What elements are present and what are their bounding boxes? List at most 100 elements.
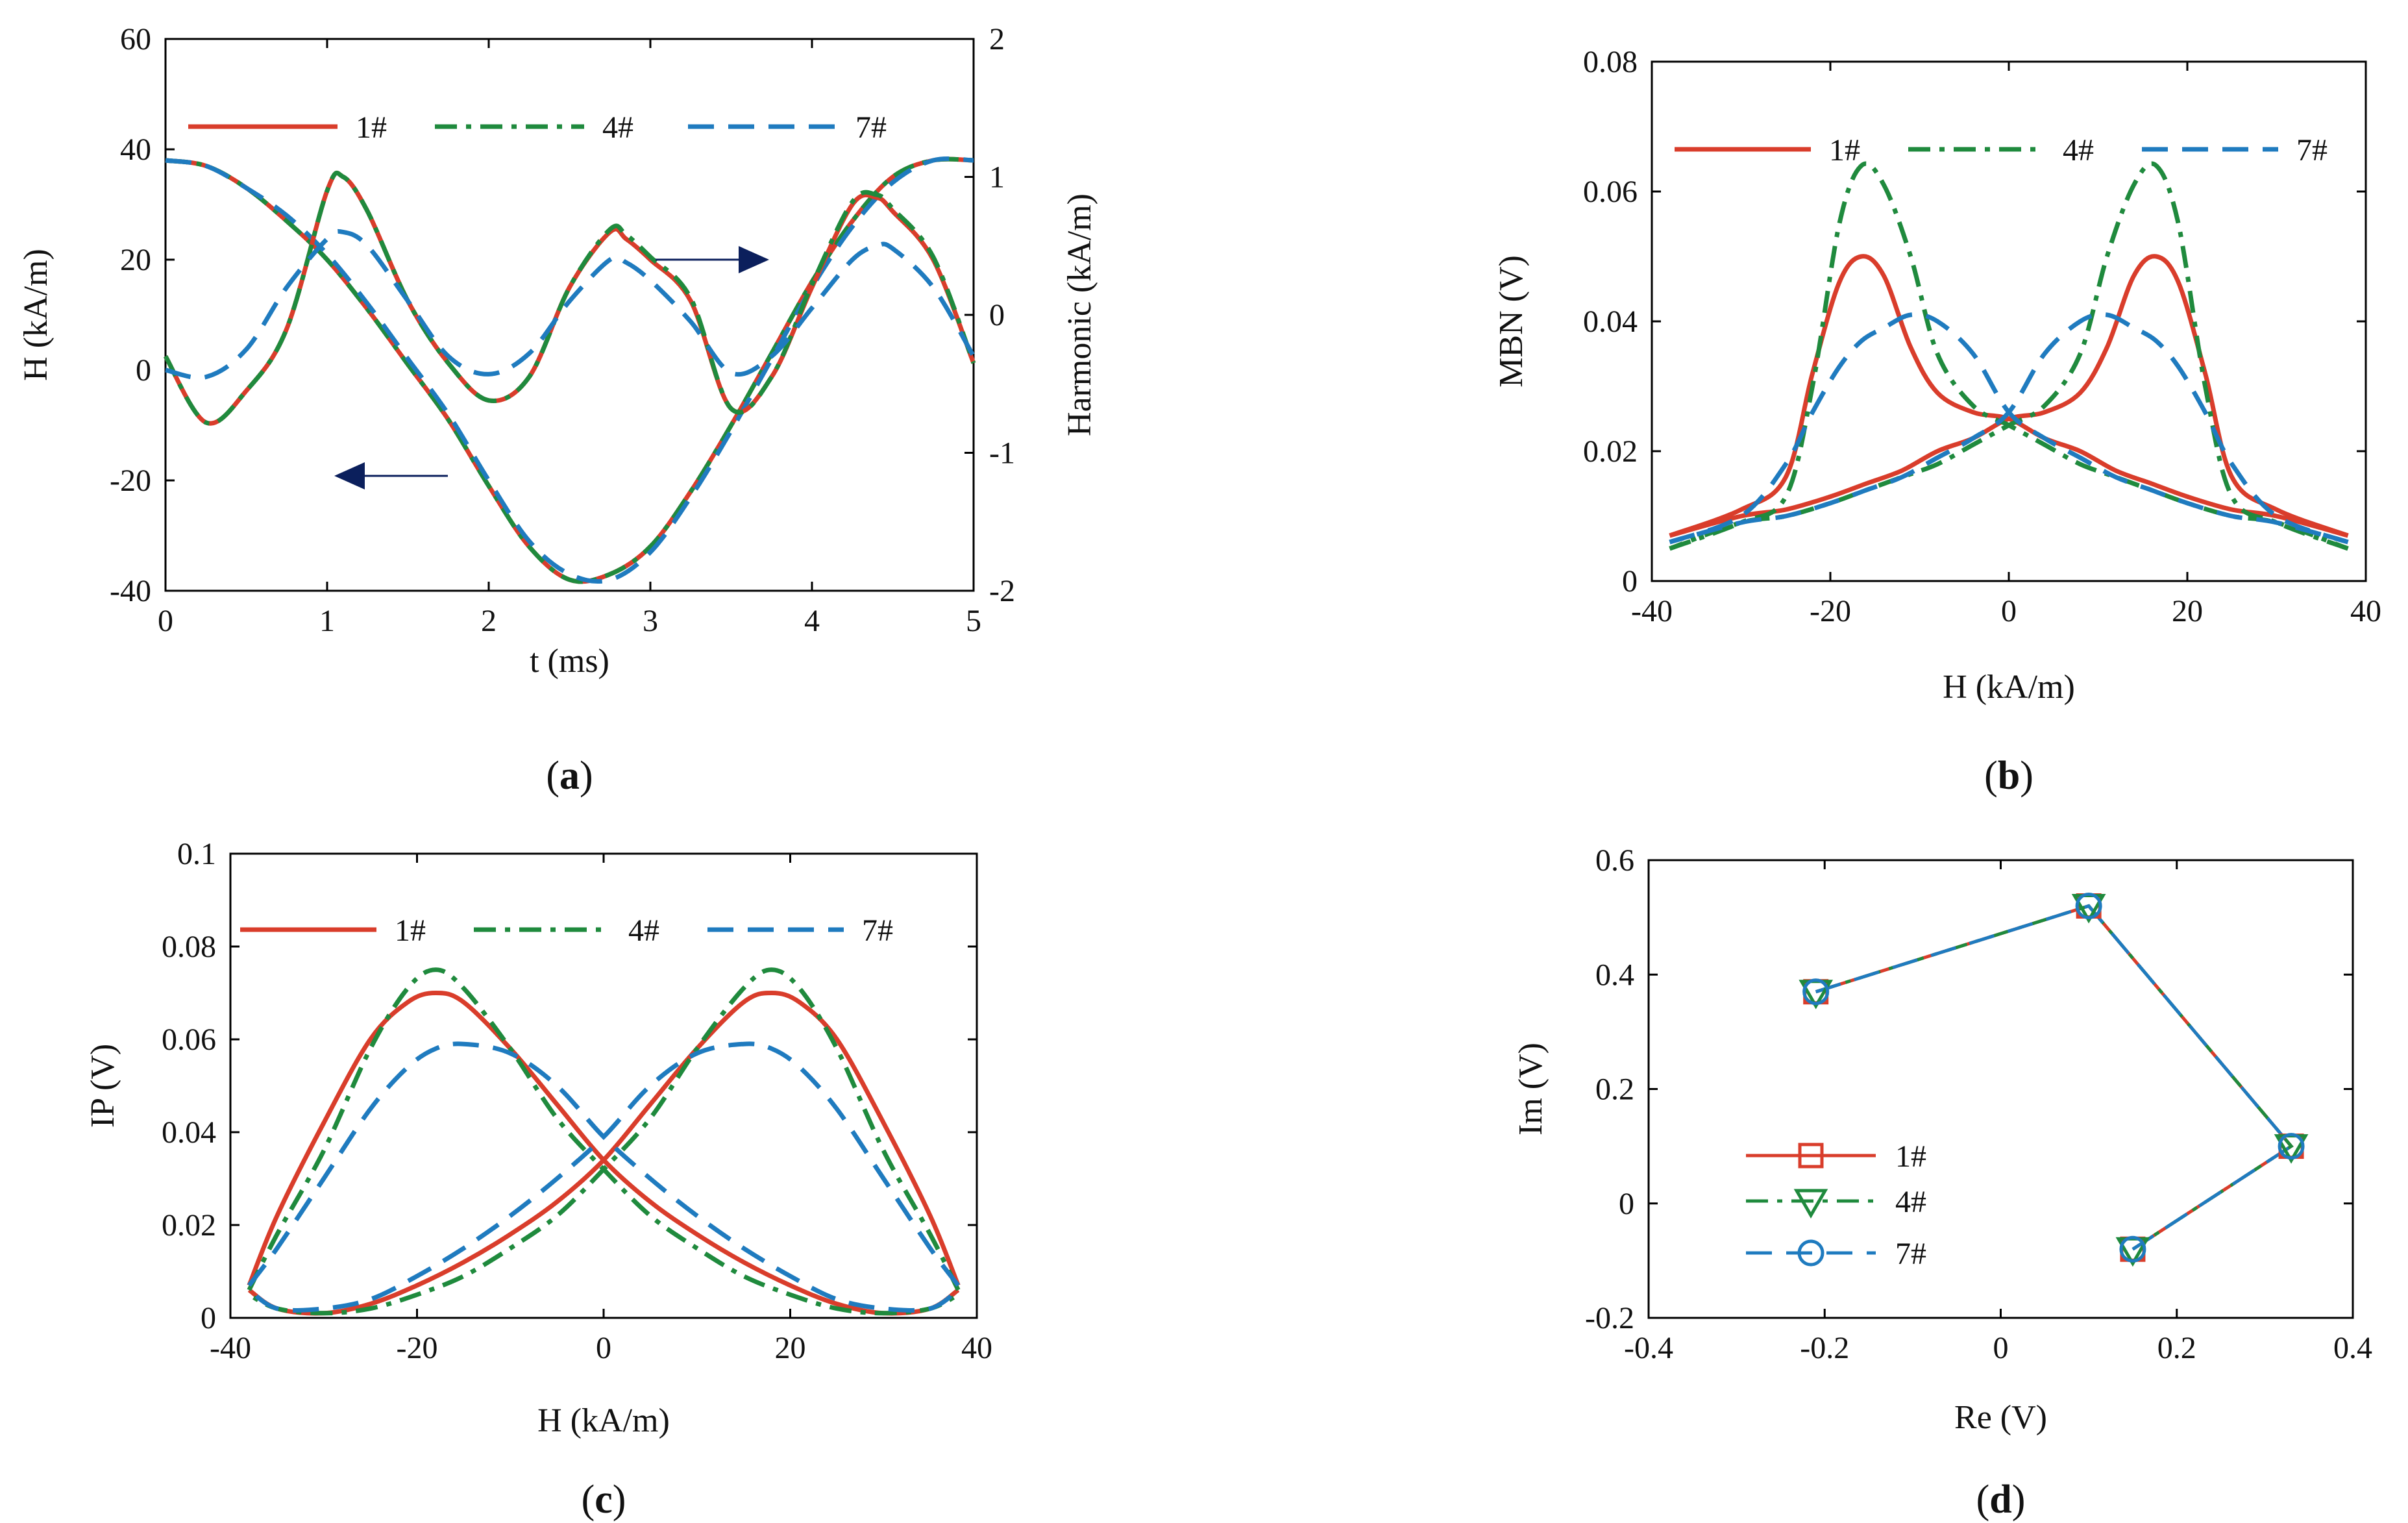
panel-letter-c: c <box>595 1478 613 1522</box>
x-tick-label: -20 <box>397 1331 438 1365</box>
x-axis-label: t (ms) <box>530 643 609 680</box>
x-tick-label: 20 <box>775 1331 806 1365</box>
series-line-harmonic-7 <box>165 229 976 380</box>
right-axis-arrow-head <box>739 246 769 273</box>
y-tick-label: -40 <box>110 574 151 608</box>
panel-letter-d: d <box>1989 1478 2011 1522</box>
legend-label-4: 4# <box>602 110 633 145</box>
x-tick-label: -40 <box>1631 594 1673 628</box>
y-tick-label: 0.06 <box>1583 175 1638 209</box>
x-axis-label: H (kA/m) <box>1943 669 2075 706</box>
y-tick-label: 0.08 <box>1583 45 1638 79</box>
x-tick-label: 0 <box>1993 1331 2009 1365</box>
data-point-7 <box>2075 893 2102 919</box>
y2-axis-label: Harmonic (kA/m) <box>1061 193 1098 436</box>
series-line-7-branch-a <box>247 1041 960 1313</box>
legend-label-7: 7# <box>1895 1237 1926 1271</box>
data-point-7 <box>1802 978 1830 1006</box>
x-tick-label: 0 <box>596 1331 611 1365</box>
x-tick-label: 40 <box>2350 594 2381 628</box>
y-tick-label: -20 <box>110 464 151 498</box>
y-axis-label: H (kA/m) <box>18 249 55 381</box>
y-tick-label: 0.04 <box>162 1115 216 1150</box>
x-tick-label: -20 <box>1810 594 1851 628</box>
plot-frame-a <box>164 38 975 592</box>
y-axis-label: Im (V) <box>1512 1043 1549 1135</box>
legend-label-1: 1# <box>1829 133 1860 167</box>
y-tick-label: 0.02 <box>1583 434 1638 469</box>
x-tick-label: 4 <box>804 604 820 638</box>
legend-label-4: 4# <box>1895 1185 1926 1219</box>
y-tick-label: -0.2 <box>1585 1301 1634 1335</box>
series-line-1-branch-b <box>1669 254 2349 538</box>
x-axis-label: H (kA/m) <box>537 1402 670 1439</box>
y-tick-label: 0.06 <box>162 1022 216 1057</box>
legend-label-1: 1# <box>395 913 426 948</box>
x-tick-label: 0.4 <box>2333 1331 2372 1365</box>
y2-tick-label: -1 <box>989 436 1015 471</box>
legend-label-1: 1# <box>1895 1139 1926 1174</box>
x-tick-label: -0.2 <box>1800 1331 1849 1365</box>
y2-tick-label: 1 <box>989 160 1005 195</box>
x-tick-label: 0 <box>2001 594 2017 628</box>
series-line-7-branch-b <box>247 1041 961 1313</box>
x-tick-label: 2 <box>481 604 497 638</box>
y-axis-label: MBN (V) <box>1493 255 1530 388</box>
y-tick-label: 0.1 <box>177 837 216 871</box>
y-tick-label: 40 <box>120 132 151 167</box>
series-line-7 <box>1815 904 2294 1251</box>
x-tick-label: 0 <box>158 604 173 638</box>
panel-label-a: (a) <box>546 754 593 798</box>
series-line-7-branch-b <box>1669 312 2349 545</box>
y-tick-label: 0.2 <box>1595 1072 1634 1107</box>
x-tick-label: 5 <box>966 604 981 638</box>
data-point-7 <box>2119 1235 2146 1263</box>
x-tick-label: 0.2 <box>2157 1331 2196 1365</box>
legend-marker-7 <box>1797 1239 1824 1267</box>
legend-label-1: 1# <box>356 110 387 145</box>
series-line-4-branch-b <box>1669 161 2349 551</box>
y2-tick-label: 2 <box>989 22 1005 56</box>
data-point-7 <box>2278 1133 2305 1160</box>
y-tick-label: 0 <box>1622 564 1638 599</box>
series-line-field-7 <box>165 156 974 584</box>
series-line-harmonic-1 <box>163 170 976 426</box>
legend-label-4: 4# <box>2063 133 2094 167</box>
series-line-harmonic-4 <box>163 170 976 426</box>
y-tick-label: 0 <box>136 353 151 388</box>
y-tick-label: 0 <box>1619 1187 1634 1221</box>
panel-letter-b: b <box>1998 754 2020 798</box>
series-line-1 <box>1815 904 2294 1251</box>
series-line-4-branch-a <box>247 967 959 1316</box>
series-line-1-branch-b <box>247 990 961 1316</box>
panel-label-c: (c) <box>582 1478 626 1522</box>
panel-label-b: (b) <box>1984 754 2033 798</box>
x-tick-label: 3 <box>643 604 658 638</box>
y-tick-label: 0.4 <box>1595 958 1634 992</box>
left-axis-arrow-head <box>334 462 365 489</box>
plot-frame-d <box>1647 859 2354 1319</box>
y-tick-label: 0.04 <box>1583 304 1638 339</box>
y-tick-label: 0.6 <box>1595 843 1634 878</box>
legend-label-7: 7# <box>862 913 893 948</box>
legend-marker-4 <box>1793 1189 1828 1219</box>
panel-label-d: (d) <box>1976 1478 2026 1522</box>
legend-label-7: 7# <box>855 110 887 145</box>
y-tick-label: 0.02 <box>162 1208 216 1243</box>
series-line-1-branch-a <box>247 990 960 1316</box>
y-tick-label: 60 <box>120 22 151 56</box>
x-tick-label: 20 <box>2172 594 2203 628</box>
series-line-7-branch-a <box>1669 312 2349 545</box>
series-line-4 <box>1815 904 2294 1251</box>
x-axis-label: Re (V) <box>1954 1399 2047 1436</box>
y2-tick-label: -2 <box>989 574 1015 608</box>
x-tick-label: -40 <box>210 1331 251 1365</box>
y2-tick-label: 0 <box>989 298 1005 332</box>
y-axis-label: IP (V) <box>84 1044 121 1128</box>
x-tick-label: 40 <box>961 1331 992 1365</box>
panel-letter-a: a <box>559 754 580 798</box>
x-tick-label: 1 <box>319 604 335 638</box>
y-tick-label: 0.08 <box>162 930 216 964</box>
y-tick-label: 20 <box>120 243 151 277</box>
